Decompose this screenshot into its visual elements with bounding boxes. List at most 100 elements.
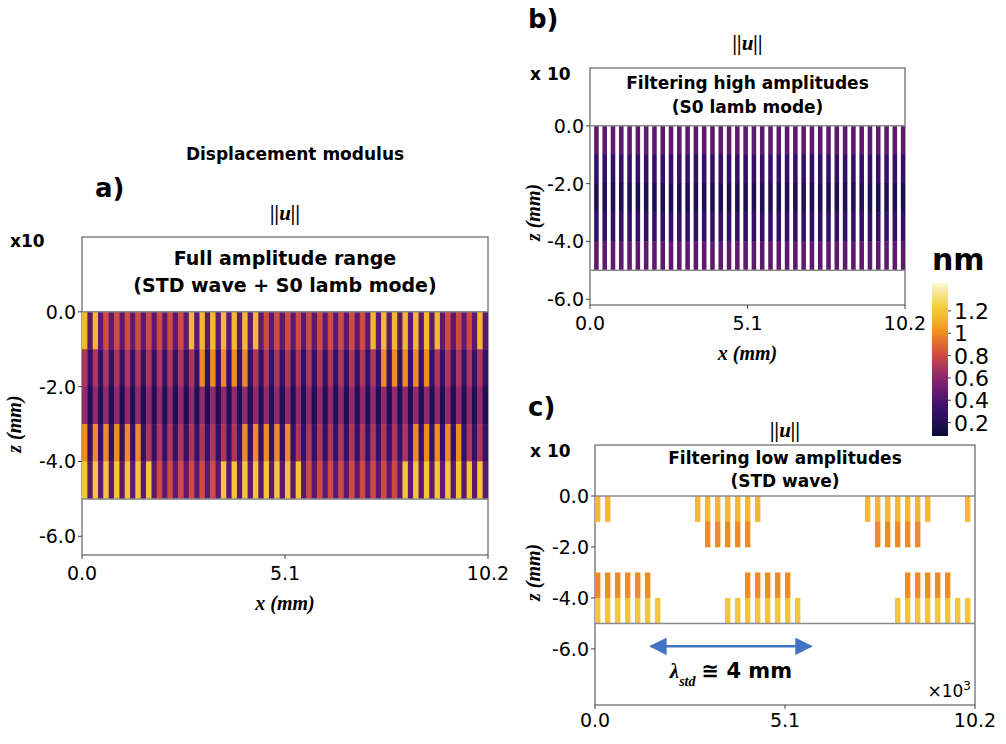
cell xyxy=(718,213,723,242)
cell xyxy=(146,461,152,499)
x-tick xyxy=(82,555,83,559)
cell xyxy=(237,387,243,425)
cell xyxy=(859,241,864,270)
cell xyxy=(718,241,723,270)
cell xyxy=(296,424,302,462)
cell xyxy=(785,598,790,624)
cell xyxy=(669,155,674,184)
cell xyxy=(652,184,657,213)
cell xyxy=(419,387,425,425)
cell xyxy=(344,424,350,462)
cell xyxy=(785,126,790,155)
cell xyxy=(429,312,435,350)
cell xyxy=(660,213,665,242)
cell xyxy=(125,424,131,462)
cell xyxy=(594,155,599,184)
cell xyxy=(135,312,141,350)
cell xyxy=(965,598,970,624)
cell xyxy=(694,184,699,213)
cell xyxy=(868,126,873,155)
cell xyxy=(274,349,280,387)
cell xyxy=(146,424,152,462)
cell xyxy=(103,424,109,462)
cell xyxy=(162,312,168,350)
cell xyxy=(413,387,419,425)
cell xyxy=(594,126,599,155)
cell xyxy=(611,126,616,155)
cell xyxy=(765,598,770,624)
cell xyxy=(483,387,488,425)
cell xyxy=(635,572,640,598)
cell xyxy=(87,387,93,425)
cell xyxy=(184,349,190,387)
figure-title: Displacement modulus xyxy=(186,144,404,164)
cell xyxy=(296,387,302,425)
cell xyxy=(237,349,243,387)
cell xyxy=(851,213,856,242)
panel-0: 0.05.110.20.0-2.0-4.0-6.0a)||u||Full amp… xyxy=(3,173,510,615)
cell xyxy=(735,126,740,155)
cell xyxy=(745,521,750,547)
cell xyxy=(173,424,179,462)
cell xyxy=(125,312,131,350)
cell xyxy=(178,312,184,350)
cell xyxy=(725,521,730,547)
cell xyxy=(652,126,657,155)
cell xyxy=(248,349,254,387)
cell xyxy=(87,312,93,350)
cell xyxy=(595,572,600,598)
cell xyxy=(619,155,624,184)
cell xyxy=(376,312,382,350)
cell xyxy=(194,349,200,387)
cell xyxy=(440,349,446,387)
cell xyxy=(835,241,840,270)
y-tick-label: -4.0 xyxy=(547,230,584,252)
y-tick xyxy=(591,495,595,496)
plate-surface xyxy=(82,311,488,313)
cell xyxy=(785,241,790,270)
cell xyxy=(925,572,930,598)
cell xyxy=(328,424,334,462)
cell xyxy=(178,424,184,462)
cell xyxy=(955,598,960,624)
cell xyxy=(226,424,232,462)
y-tick-label: 0.0 xyxy=(559,485,589,507)
cell xyxy=(602,184,607,213)
y-tick-label: -2.0 xyxy=(39,376,76,398)
cell xyxy=(435,424,441,462)
cell xyxy=(370,312,376,350)
cell xyxy=(328,387,334,425)
cell xyxy=(752,155,757,184)
cell xyxy=(795,598,800,624)
cell xyxy=(710,241,715,270)
cell xyxy=(594,213,599,242)
cell xyxy=(945,572,950,598)
cell xyxy=(645,598,650,624)
cell xyxy=(445,349,451,387)
cell xyxy=(456,312,462,350)
cell xyxy=(636,155,641,184)
cell xyxy=(760,126,765,155)
cell xyxy=(875,496,880,522)
cell xyxy=(826,126,831,155)
cell xyxy=(280,424,286,462)
plate-surface xyxy=(590,125,905,127)
cell xyxy=(424,461,430,499)
cell xyxy=(768,184,773,213)
cell xyxy=(130,461,136,499)
cell xyxy=(755,496,760,522)
cell xyxy=(895,496,900,522)
cell xyxy=(258,387,264,425)
cell xyxy=(435,461,441,499)
cell xyxy=(381,312,387,350)
cell xyxy=(178,349,184,387)
cell xyxy=(162,424,168,462)
subscript: std xyxy=(678,674,696,689)
panel-label: b) xyxy=(528,4,559,34)
cell xyxy=(467,461,473,499)
cell xyxy=(413,349,419,387)
x-tick-label: 10.2 xyxy=(467,562,509,584)
cell xyxy=(82,349,88,387)
cell xyxy=(718,155,723,184)
cell xyxy=(269,424,275,462)
